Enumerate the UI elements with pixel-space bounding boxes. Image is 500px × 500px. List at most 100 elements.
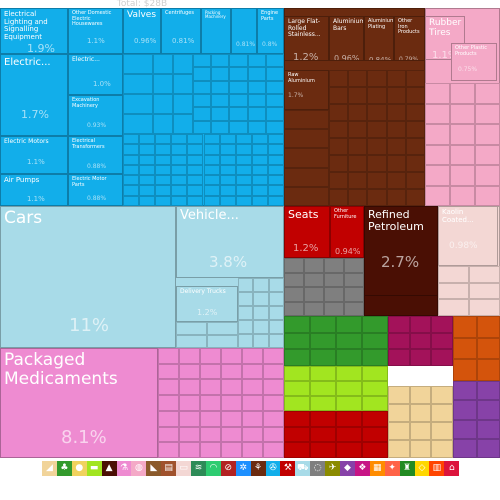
small-tile[interactable] bbox=[304, 301, 324, 316]
small-tile[interactable] bbox=[388, 349, 410, 366]
small-tile[interactable] bbox=[450, 185, 475, 206]
small-tile[interactable] bbox=[329, 87, 349, 104]
small-tile[interactable] bbox=[235, 144, 252, 155]
small-tile[interactable] bbox=[329, 155, 349, 172]
small-tile[interactable] bbox=[284, 186, 329, 206]
small-tile[interactable] bbox=[263, 410, 284, 427]
small-tile[interactable] bbox=[211, 94, 230, 108]
small-tile[interactable] bbox=[139, 154, 156, 165]
small-tile[interactable] bbox=[450, 144, 475, 165]
foodstuffs-icon[interactable]: ▬ bbox=[86, 461, 102, 476]
small-tile[interactable] bbox=[336, 332, 362, 350]
small-tile[interactable] bbox=[367, 70, 387, 87]
small-tile[interactable] bbox=[336, 366, 362, 381]
small-tile[interactable] bbox=[386, 172, 406, 189]
small-tile[interactable] bbox=[284, 110, 329, 130]
small-tile[interactable] bbox=[431, 316, 453, 333]
small-tile[interactable] bbox=[284, 316, 310, 333]
small-tile[interactable] bbox=[179, 348, 200, 364]
small-tile[interactable] bbox=[329, 189, 349, 206]
small-tile[interactable] bbox=[267, 154, 284, 165]
small-tile[interactable] bbox=[207, 322, 238, 335]
small-tile[interactable] bbox=[267, 144, 284, 155]
machines-icon[interactable]: ✇ bbox=[265, 461, 281, 476]
small-tile[interactable] bbox=[221, 410, 242, 427]
small-tile[interactable] bbox=[139, 134, 156, 145]
small-tile[interactable] bbox=[362, 442, 388, 458]
small-tile[interactable] bbox=[310, 316, 336, 333]
stone-glass-icon[interactable]: ⊘ bbox=[220, 461, 236, 476]
treemap-tile[interactable]: Kaolin Coated... 0.98% bbox=[438, 206, 498, 266]
small-tile[interactable] bbox=[155, 185, 172, 196]
transportation-icon[interactable]: ⛟ bbox=[295, 461, 311, 476]
small-tile[interactable] bbox=[139, 185, 156, 196]
small-tile[interactable] bbox=[155, 175, 172, 186]
small-tile[interactable] bbox=[336, 442, 362, 458]
small-tile[interactable] bbox=[362, 366, 388, 381]
small-tile[interactable] bbox=[409, 422, 432, 440]
small-tile[interactable] bbox=[247, 107, 266, 121]
treemap-tile[interactable]: Electric Motors 1.1% bbox=[0, 136, 68, 174]
small-tile[interactable] bbox=[336, 381, 362, 396]
wood-products-icon[interactable]: ▤ bbox=[161, 461, 177, 476]
small-tile[interactable] bbox=[263, 442, 284, 458]
small-tile[interactable] bbox=[310, 381, 336, 396]
small-tile[interactable] bbox=[229, 80, 248, 94]
small-tile[interactable] bbox=[386, 189, 406, 206]
small-tile[interactable] bbox=[453, 359, 477, 381]
small-tile[interactable] bbox=[187, 144, 204, 155]
small-tile[interactable] bbox=[469, 282, 500, 300]
small-tile[interactable] bbox=[386, 104, 406, 121]
small-tile[interactable] bbox=[221, 379, 242, 396]
small-tile[interactable] bbox=[405, 172, 425, 189]
small-tile[interactable] bbox=[388, 404, 410, 422]
small-tile[interactable] bbox=[171, 175, 188, 186]
small-tile[interactable] bbox=[158, 379, 179, 396]
small-tile[interactable] bbox=[336, 411, 362, 427]
treemap-tile[interactable]: Air Pumps 1.1% bbox=[0, 174, 68, 206]
small-tile[interactable] bbox=[179, 442, 200, 458]
small-tile[interactable] bbox=[362, 411, 388, 427]
small-tile[interactable] bbox=[268, 278, 284, 292]
small-tile[interactable] bbox=[247, 54, 266, 68]
small-tile[interactable] bbox=[475, 144, 500, 165]
small-tile[interactable] bbox=[221, 348, 242, 364]
small-tile[interactable] bbox=[187, 164, 204, 176]
small-tile[interactable] bbox=[193, 107, 212, 121]
small-tile[interactable] bbox=[251, 134, 268, 145]
small-tile[interactable] bbox=[229, 94, 248, 108]
small-tile[interactable] bbox=[267, 195, 284, 206]
animal-hides-icon[interactable]: ◣ bbox=[146, 461, 162, 476]
small-tile[interactable] bbox=[203, 175, 220, 186]
small-tile[interactable] bbox=[329, 70, 349, 87]
small-tile[interactable] bbox=[450, 124, 475, 145]
small-tile[interactable] bbox=[253, 306, 269, 320]
paper-goods-icon[interactable]: ▭ bbox=[176, 461, 192, 476]
small-tile[interactable] bbox=[158, 395, 179, 411]
small-tile[interactable] bbox=[253, 320, 269, 334]
small-tile[interactable] bbox=[171, 195, 188, 206]
treemap-tile[interactable]: Electric Motor Parts 0.88% bbox=[68, 174, 123, 206]
treemap-tile[interactable]: Vehicle... 3.8% bbox=[176, 206, 284, 278]
small-tile[interactable] bbox=[267, 134, 284, 145]
small-tile[interactable] bbox=[219, 185, 236, 196]
small-tile[interactable] bbox=[123, 134, 140, 145]
small-tile[interactable] bbox=[171, 154, 188, 165]
small-tile[interactable] bbox=[386, 138, 406, 155]
small-tile[interactable] bbox=[139, 175, 156, 186]
small-tile[interactable] bbox=[229, 107, 248, 121]
small-tile[interactable] bbox=[431, 440, 453, 458]
small-tile[interactable] bbox=[453, 316, 477, 338]
small-tile[interactable] bbox=[251, 195, 268, 206]
small-tile[interactable] bbox=[386, 70, 406, 87]
small-tile[interactable] bbox=[251, 185, 268, 196]
small-tile[interactable] bbox=[238, 320, 254, 334]
small-tile[interactable] bbox=[193, 94, 212, 108]
small-tile[interactable] bbox=[171, 144, 188, 155]
small-tile[interactable] bbox=[263, 363, 284, 380]
small-tile[interactable] bbox=[362, 316, 388, 333]
small-tile[interactable] bbox=[229, 120, 248, 134]
treemap-tile[interactable]: Valves 0.96% bbox=[123, 8, 161, 54]
small-tile[interactable] bbox=[388, 316, 410, 333]
treemap-tile[interactable]: Rubber Tires 1.1% bbox=[425, 16, 465, 60]
